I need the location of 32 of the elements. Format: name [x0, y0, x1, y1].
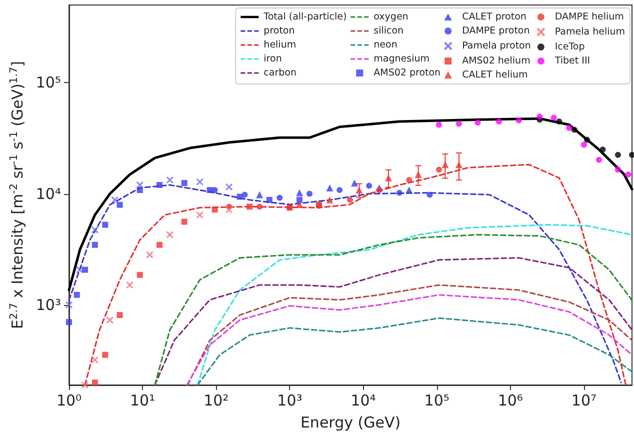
- x-tick-label: 10¹: [130, 392, 156, 410]
- x-tick-label: 10⁶: [498, 392, 523, 410]
- x-tick-label: 10²: [204, 392, 229, 410]
- legend-label: Total (all-particle): [262, 12, 347, 22]
- text: E2.7 x Intensity [m-2 sr-1 s-1 (GeV)1.7]: [8, 61, 26, 329]
- x-tick-label: 10³: [277, 392, 302, 410]
- legend-label: neon: [374, 40, 398, 50]
- legend-label: silicon: [374, 26, 404, 36]
- legend-label: DAMPE helium: [554, 12, 624, 22]
- legend-label: AMS02 proton: [374, 68, 441, 78]
- legend-label: Pamela helium: [554, 26, 625, 38]
- legend-label: CALET helium: [462, 70, 528, 80]
- legend-label: DAMPE proton: [462, 26, 530, 36]
- legend-label: magnesium: [374, 54, 430, 64]
- legend-label: carbon: [264, 68, 296, 78]
- legend-label: helium: [264, 40, 296, 50]
- legend-label: proton: [264, 26, 295, 36]
- x-tick-label: 10⁷: [571, 392, 596, 410]
- legend-label: Tibet III: [554, 56, 590, 66]
- legend-label: Pamela proton: [462, 40, 531, 52]
- legend-label: AMS02 helium: [462, 56, 530, 66]
- y-tick-label: 10⁵: [36, 74, 61, 92]
- x-tick-label: 10⁴: [350, 392, 376, 410]
- y-tick-label: 10⁴: [36, 184, 61, 203]
- y-tick-label: 10³: [36, 296, 61, 314]
- legend-label: CALET proton: [462, 12, 526, 22]
- x-tick-label: 10⁰: [56, 392, 82, 410]
- legend-label: iron: [264, 54, 282, 64]
- x-tick-label: 10⁵: [424, 392, 450, 410]
- x-axis-title: Energy (GeV): [300, 414, 401, 432]
- legend-label: oxygen: [374, 12, 408, 22]
- legend-label: IceTop: [554, 42, 585, 52]
